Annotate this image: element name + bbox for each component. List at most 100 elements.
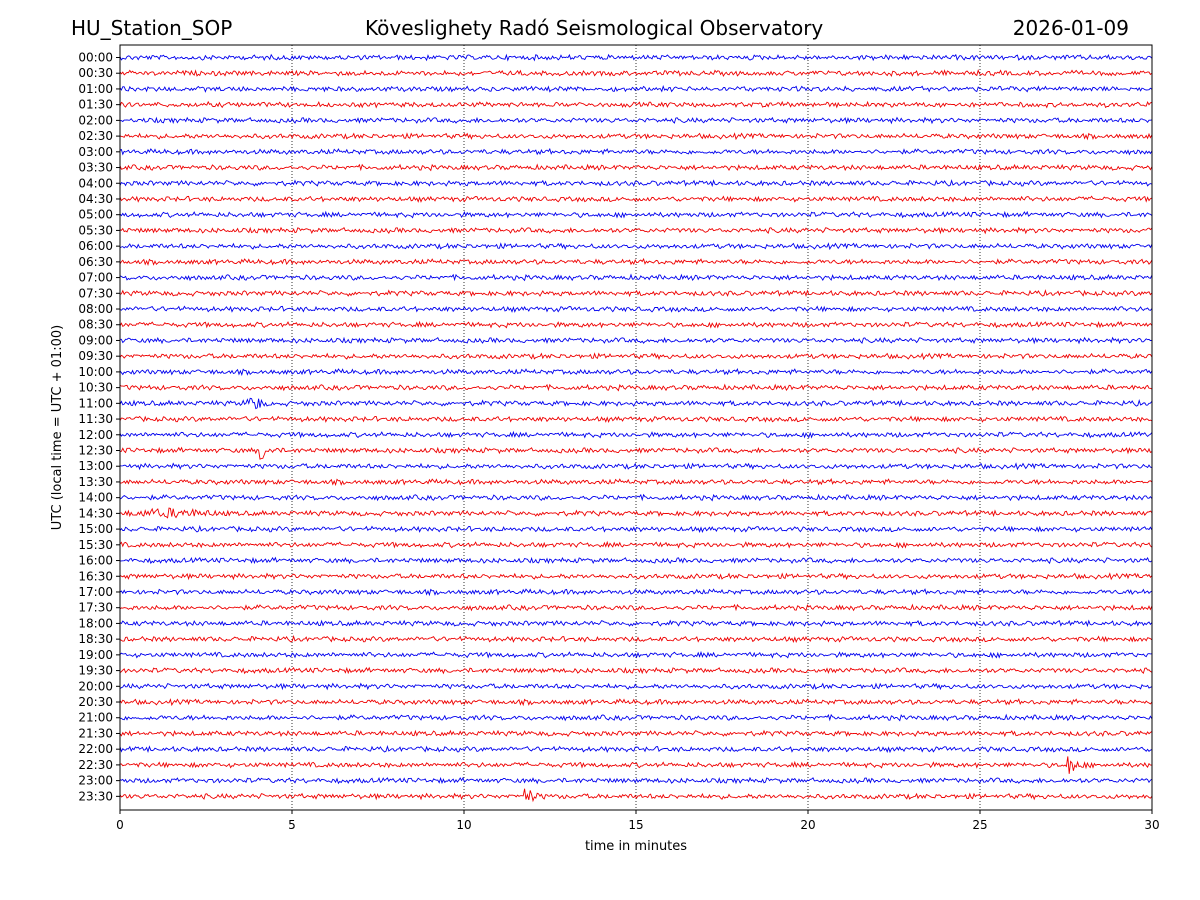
x-axis-label: time in minutes xyxy=(585,839,687,854)
trace-1530 xyxy=(119,540,1153,549)
y-tick-label-0930: 09:30 xyxy=(78,349,113,363)
trace-0130 xyxy=(119,100,1152,109)
plot-area xyxy=(120,45,1152,810)
trace-0430 xyxy=(119,195,1152,203)
trace-2130 xyxy=(119,729,1153,738)
y-tick-label-0200: 02:00 xyxy=(78,113,113,127)
trace-0930 xyxy=(119,352,1153,361)
y-tick-label-0500: 05:00 xyxy=(78,208,113,222)
station-title: HU_Station_SOP xyxy=(71,16,233,40)
y-tick-label-2030: 20:30 xyxy=(78,695,113,709)
seismic-traces xyxy=(119,53,1153,803)
y-tick-label-0730: 07:30 xyxy=(78,286,113,300)
x-tick-label-10: 10 xyxy=(456,818,471,832)
y-tick-label-2200: 22:00 xyxy=(78,742,113,756)
trace-0600 xyxy=(119,242,1153,251)
trace-1600 xyxy=(119,556,1153,565)
trace-0630 xyxy=(119,257,1153,267)
y-tick-label-1330: 13:30 xyxy=(78,475,113,489)
trace-1000 xyxy=(119,367,1153,377)
y-tick-label-0000: 00:00 xyxy=(78,51,113,65)
y-tick-label-1500: 15:00 xyxy=(78,522,113,536)
y-tick-label-1830: 18:30 xyxy=(78,632,113,646)
y-tick-label-0630: 06:30 xyxy=(78,255,113,269)
x-axis-ticks: 0 5 10 15 20 25 30 xyxy=(116,810,1160,832)
y-tick-label-1230: 12:30 xyxy=(78,444,113,458)
y-tick-label-1000: 10:00 xyxy=(78,365,113,379)
y-tick-label-0030: 00:30 xyxy=(78,66,113,80)
trace-0400 xyxy=(119,179,1152,188)
trace-0000 xyxy=(119,53,1153,62)
y-tick-label-1430: 14:30 xyxy=(78,506,113,520)
trace-2030 xyxy=(119,698,1153,707)
x-tick-label-15: 15 xyxy=(628,818,643,832)
trace-1800 xyxy=(119,619,1153,628)
y-tick-label-2130: 21:30 xyxy=(78,726,113,740)
y-tick-label-1400: 14:00 xyxy=(78,491,113,505)
y-tick-label-1930: 19:30 xyxy=(78,664,113,678)
y-axis-label: UTC (local time = UTC + 01:00) xyxy=(50,325,65,530)
trace-2000 xyxy=(119,682,1152,691)
y-tick-label-0230: 02:30 xyxy=(78,129,113,143)
y-tick-label-2230: 22:30 xyxy=(78,758,113,772)
y-tick-label-1700: 17:00 xyxy=(78,585,113,599)
x-tick-label-20: 20 xyxy=(800,818,815,832)
trace-1730 xyxy=(119,603,1153,612)
trace-1930 xyxy=(119,666,1153,675)
observatory-title: Köveslighety Radó Seismological Observat… xyxy=(365,16,824,40)
y-tick-label-0530: 05:30 xyxy=(78,223,113,237)
y-tick-label-1600: 16:00 xyxy=(78,554,113,568)
trace-1300 xyxy=(119,462,1152,471)
trace-1630 xyxy=(119,572,1153,581)
trace-0330 xyxy=(119,163,1153,172)
y-tick-label-1900: 19:00 xyxy=(78,648,113,662)
y-tick-label-0330: 03:30 xyxy=(78,161,113,175)
trace-2300 xyxy=(119,776,1153,785)
trace-1130 xyxy=(119,415,1153,424)
trace-2230 xyxy=(119,756,1152,774)
trace-0730 xyxy=(119,289,1153,298)
date-title: 2026-01-09 xyxy=(1012,16,1129,40)
y-tick-label-1530: 15:30 xyxy=(78,538,113,552)
trace-2200 xyxy=(119,744,1152,754)
trace-1030 xyxy=(119,383,1152,392)
trace-2330 xyxy=(119,788,1153,803)
y-tick-label-1030: 10:30 xyxy=(78,381,113,395)
trace-0700 xyxy=(119,273,1153,282)
trace-0200 xyxy=(119,116,1152,125)
y-tick-label-0700: 07:00 xyxy=(78,271,113,285)
trace-0100 xyxy=(119,84,1153,93)
y-tick-label-0900: 09:00 xyxy=(78,333,113,347)
trace-1400 xyxy=(119,493,1153,502)
y-tick-label-2000: 20:00 xyxy=(78,679,113,693)
y-tick-label-1200: 12:00 xyxy=(78,428,113,442)
trace-2100 xyxy=(120,713,1153,722)
trace-0500 xyxy=(119,210,1153,219)
trace-0230 xyxy=(119,132,1153,141)
trace-0530 xyxy=(119,226,1153,235)
trace-1430 xyxy=(120,507,1153,519)
trace-0300 xyxy=(119,147,1153,156)
y-tick-label-0400: 04:00 xyxy=(78,176,113,190)
x-tick-label-0: 0 xyxy=(116,818,124,832)
y-tick-label-1730: 17:30 xyxy=(78,601,113,615)
trace-0800 xyxy=(119,305,1153,313)
y-tick-label-1800: 18:00 xyxy=(78,616,113,630)
y-tick-label-1630: 16:30 xyxy=(78,569,113,583)
trace-1330 xyxy=(119,477,1153,487)
y-tick-label-0430: 04:30 xyxy=(78,192,113,206)
trace-0030 xyxy=(119,69,1153,78)
y-tick-label-0830: 08:30 xyxy=(78,318,113,332)
x-tick-label-30: 30 xyxy=(1144,818,1159,832)
trace-1900 xyxy=(119,650,1152,659)
trace-0900 xyxy=(120,336,1152,345)
y-tick-label-0300: 03:00 xyxy=(78,145,113,159)
trace-1500 xyxy=(119,524,1153,534)
y-tick-label-0130: 01:30 xyxy=(78,98,113,112)
trace-1200 xyxy=(119,430,1153,439)
y-tick-label-1100: 11:00 xyxy=(78,396,113,410)
y-tick-label-0600: 06:00 xyxy=(78,239,113,253)
y-tick-label-2100: 21:00 xyxy=(78,711,113,725)
